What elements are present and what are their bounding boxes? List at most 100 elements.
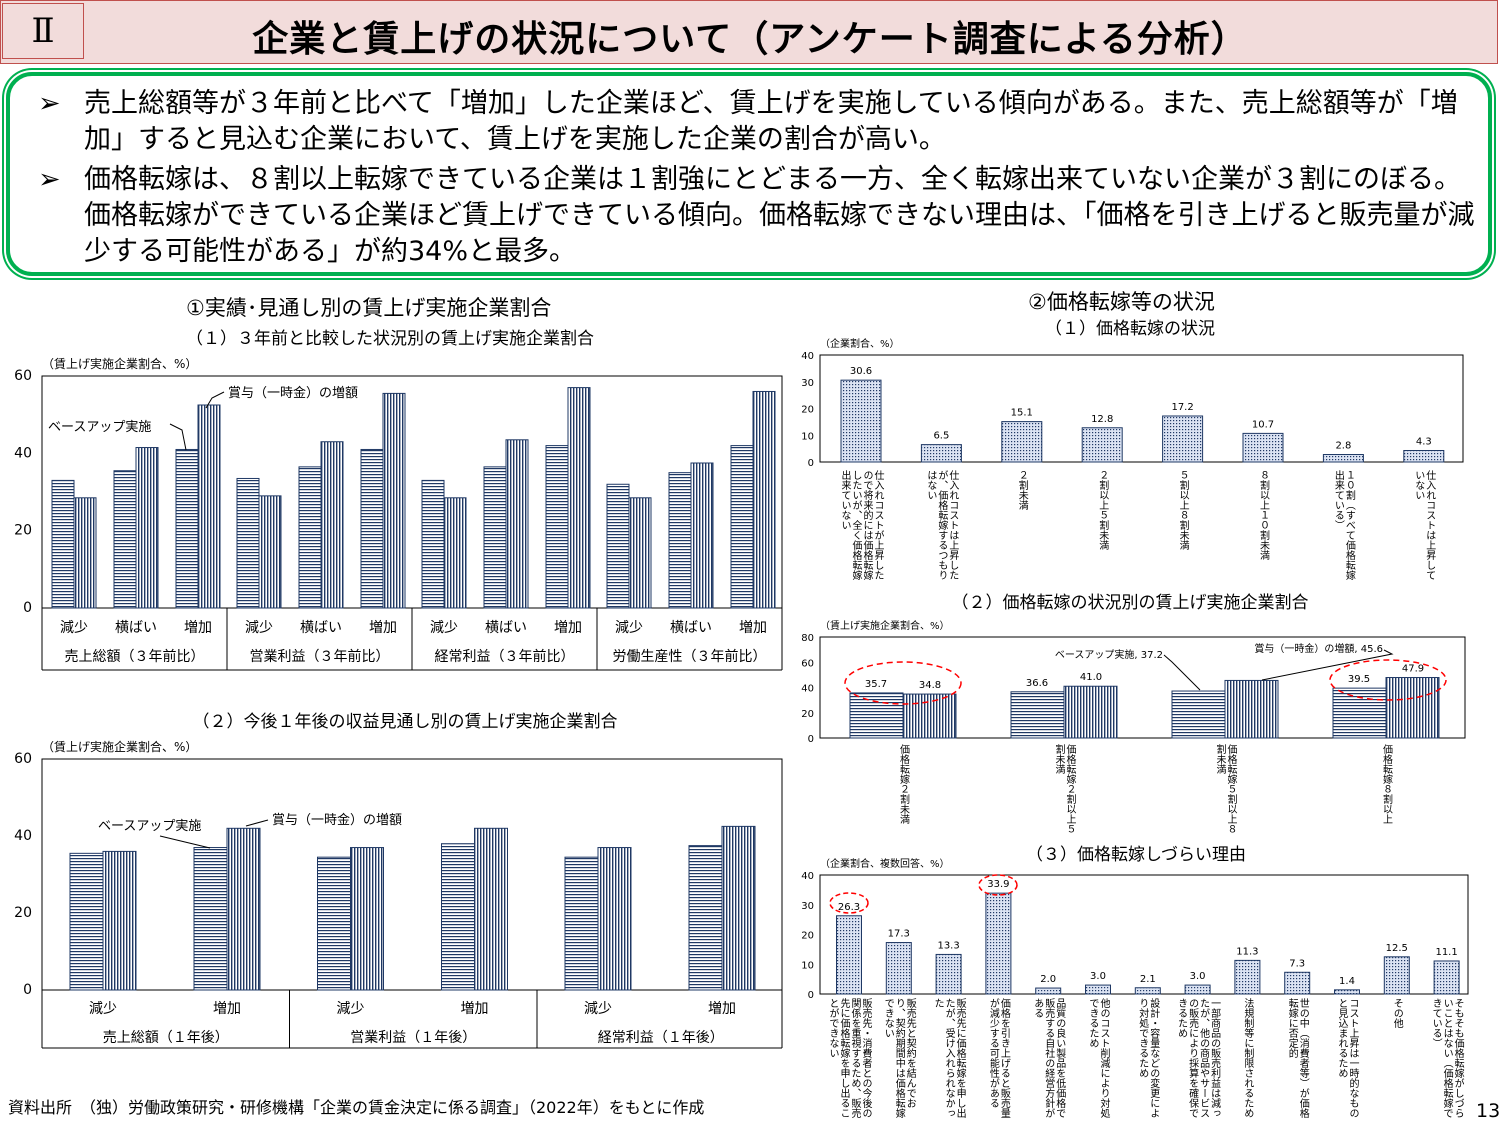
y-tick-label: 20: [14, 905, 32, 921]
category-label: 設計・容量などの変更により対処できるため: [1136, 998, 1159, 1118]
bonus-bar: [505, 439, 529, 609]
y-tick-label: 60: [801, 658, 814, 669]
y-tick-label: 20: [14, 523, 32, 539]
baseup-bar: [1332, 687, 1387, 739]
y-tick-label: 0: [808, 458, 814, 469]
callout-line: [169, 423, 187, 451]
data-label: 36.6: [1026, 678, 1048, 689]
baseup-bar: [51, 479, 75, 609]
bar: [1162, 415, 1204, 463]
category-label: 品質の良い製品を低価格で販売する自社の経営方針がある: [1031, 998, 1065, 1118]
summary-box: ➢ 売上総額等が３年前と比べて「増加」した企業ほど、賃上げを実施している傾向があ…: [6, 72, 1492, 276]
bonus-bar: [752, 390, 776, 609]
y-tick-label: 0: [808, 990, 814, 1001]
page-title: 企業と賃上げの状況について（アンケート調査による分析）: [252, 19, 1248, 60]
legend-baseup: ベースアップ実施: [48, 419, 151, 435]
bonus-bar: [382, 392, 406, 609]
legend-bonus: 賞与（一時金）の増額: [272, 812, 402, 828]
bonus-bar: [350, 847, 384, 991]
group-label: 売上総額（３年前比）: [65, 648, 205, 665]
bullet-icon: ➢: [38, 88, 61, 119]
y-tick-label: 40: [14, 445, 32, 461]
baseup-bar: [69, 852, 104, 991]
y-tick-label: 60: [14, 368, 32, 384]
category-label: 仕入れコストは上昇していない: [1412, 470, 1435, 580]
category-label: 増加: [461, 1001, 489, 1017]
category-label: 増加: [708, 1001, 736, 1017]
y-axis-label: （賃上げ実施企業割合、%）: [820, 619, 950, 632]
data-label: 13.3: [937, 940, 959, 951]
category-label: 法規制等に制限されるため: [1241, 998, 1253, 1118]
summary-point-1: 売上総額等が３年前と比べて「増加」した企業ほど、賃上げを実施している傾向がある。…: [84, 88, 1458, 155]
bonus-bar: [320, 441, 344, 609]
data-label: 26.3: [838, 902, 860, 913]
bar: [1322, 454, 1364, 463]
category-label: 価格転嫁５割以上８割未満: [1214, 744, 1236, 834]
bonus-bar: [73, 497, 97, 609]
bar: [1081, 427, 1123, 463]
callout-line: [245, 819, 269, 827]
data-label: 11.1: [1435, 947, 1457, 958]
header-bar: [0, 0, 1498, 64]
highlight-ellipse: [978, 874, 1018, 896]
y-tick-label: 40: [14, 828, 32, 844]
bar: [935, 953, 962, 995]
y-tick-label: 80: [801, 633, 814, 644]
callout-line: [1261, 649, 1394, 681]
category-label: 減少: [615, 619, 643, 636]
chart-title: （２）価格転嫁の状況別の賃上げ実施企業割合: [952, 593, 1309, 613]
category-label: 価格転嫁８割以上: [1380, 744, 1392, 824]
page-number: 13: [1476, 1100, 1500, 1122]
plot-frame: [819, 636, 1466, 739]
category-label: 仕入れコストが上昇したので将来的には価格転嫁したいが、全く価格転嫁出来ていない: [839, 470, 883, 580]
plot-frame: [819, 354, 1464, 463]
bonus-bar: [258, 495, 282, 609]
baseup-bar: [1171, 690, 1226, 739]
category-label: 一部商品の販売利益は減ったが、他の商品やサービスの販売により採算を確保できるため: [1175, 998, 1220, 1118]
category-label: 横ばい: [670, 620, 712, 636]
bonus-bar: [1224, 679, 1279, 739]
group-label: 経常利益（３年前比）: [435, 648, 575, 665]
category-label: ８割以上１０割未満: [1257, 470, 1269, 560]
highlight-ellipse: [844, 661, 962, 705]
category-label: 販売先と契約を結んでおり、契約期間中は価格転嫁できない: [882, 998, 916, 1118]
baseup-bar: [441, 843, 475, 991]
y-axis-label: （企業割合、複数回答、%）: [820, 857, 950, 870]
data-label: 3.0: [1190, 971, 1206, 982]
y-tick-label: 0: [23, 982, 32, 998]
category-label: 減少: [337, 1000, 365, 1017]
category-label: 減少: [584, 1000, 612, 1017]
data-label: 39.5: [1348, 674, 1370, 685]
category-label: そもそも価格転嫁がしづらいことはない（価格転嫁できている）: [1430, 998, 1464, 1118]
category-label: 減少: [60, 619, 88, 636]
bar: [1035, 987, 1062, 995]
data-label: 1.4: [1339, 976, 1355, 987]
category-label: 増加: [554, 620, 582, 636]
category-label: 価格転嫁２割未満: [897, 744, 909, 824]
baseup-bar: [298, 466, 322, 609]
y-tick-label: 40: [801, 684, 814, 695]
category-label: 増加: [213, 1001, 241, 1017]
y-tick-label: 30: [801, 378, 814, 389]
group-label: 売上総額（１年後）: [103, 1030, 229, 1046]
y-tick-label: 20: [801, 405, 814, 416]
bar: [920, 444, 962, 463]
plot-frame: [41, 758, 783, 991]
data-label: 33.9: [987, 879, 1009, 890]
y-axis-label: （賃上げ実施企業割合、%）: [42, 739, 197, 754]
callout-line: [159, 835, 211, 849]
callout-line: [1163, 654, 1201, 691]
category-label: コスト上昇は一時的なものと見込まれるため: [1336, 998, 1358, 1118]
callout-line: [205, 391, 225, 409]
right-section-title: ②価格転嫁等の状況: [1028, 290, 1215, 314]
group-label: 営業利益（３年前比）: [250, 648, 390, 665]
baseup-bar: [175, 448, 199, 609]
category-label: ２割未満: [1016, 470, 1028, 510]
bar: [985, 892, 1012, 995]
bonus-bar: [721, 825, 756, 991]
y-tick-label: 60: [14, 751, 32, 767]
data-label: 15.1: [1011, 408, 1033, 419]
category-label: 販売先・消費者との今後の関係を重視するため、販売先に価格転嫁を申し出ることができ…: [827, 998, 871, 1118]
data-label: 17.2: [1171, 402, 1193, 413]
